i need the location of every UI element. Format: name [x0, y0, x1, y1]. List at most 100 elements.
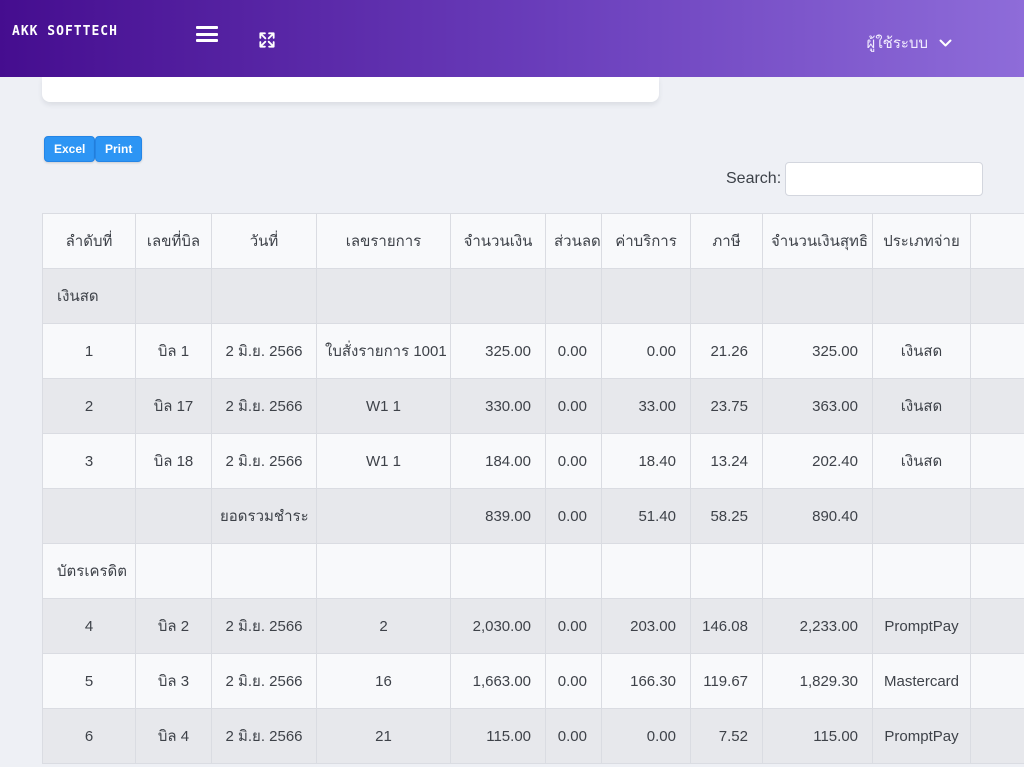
- user-menu-label: ผู้ใช้ระบบ: [866, 35, 928, 52]
- column-header[interactable]: ส่วนลด: [545, 213, 602, 269]
- column-header[interactable]: จำนวนเงินสุทธิ: [762, 213, 873, 269]
- table-cell: [762, 268, 873, 324]
- table-cell: 2 มิ.ย. 2566: [211, 433, 317, 489]
- table-cell: [970, 708, 1024, 764]
- column-header[interactable]: ภาษี: [690, 213, 763, 269]
- table-cell: 115.00: [762, 708, 873, 764]
- chevron-down-icon: [939, 39, 952, 47]
- brand-logo[interactable]: AKK SOFTTECH: [12, 24, 118, 39]
- table-cell: PromptPay: [872, 708, 971, 764]
- table-cell: [545, 543, 602, 599]
- table-cell: 5: [42, 653, 136, 709]
- table-cell: [872, 488, 971, 544]
- report-table-container: ลำดับที่ เลขที่บิล วันที่ เลขรายการ จำนวนเงิ…: [42, 213, 1024, 764]
- table-cell: [970, 543, 1024, 599]
- table-cell: [545, 268, 602, 324]
- table-cell: ใบสั่งรายการ 1001: [316, 323, 451, 379]
- top-card: [42, 77, 659, 102]
- topbar: AKK SOFTTECH ผู้ใช้ระบบ: [0, 0, 1024, 77]
- table-cell: เงินสด: [872, 433, 971, 489]
- search-input[interactable]: [785, 162, 983, 196]
- table-cell: 330.00: [450, 378, 546, 434]
- table-cell: [970, 378, 1024, 434]
- hamburger-icon: [196, 32, 218, 36]
- column-header[interactable]: จำนวนเงิน: [450, 213, 546, 269]
- table-cell: 325.00: [762, 323, 873, 379]
- table-cell: 203.00: [601, 598, 691, 654]
- table-cell: [970, 268, 1024, 324]
- table-cell: [450, 543, 546, 599]
- table-cell: 4: [42, 598, 136, 654]
- table-cell: 0.00: [601, 708, 691, 764]
- column-header[interactable]: ลำดับที่: [42, 213, 136, 269]
- table-cell: 839.00: [450, 488, 546, 544]
- column-header[interactable]: ค่าบริการ: [601, 213, 691, 269]
- table-cell: W1 1: [316, 378, 451, 434]
- table-cell: บิล 3: [135, 653, 212, 709]
- user-menu[interactable]: ผู้ใช้ระบบ: [867, 31, 952, 55]
- table-cell: 0.00: [545, 708, 602, 764]
- table-cell: บิล 1: [135, 323, 212, 379]
- table-cell: [316, 488, 451, 544]
- fullscreen-button[interactable]: [257, 30, 277, 50]
- table-cell: [601, 543, 691, 599]
- table-cell: 202.40: [762, 433, 873, 489]
- table-cell: 166.30: [601, 653, 691, 709]
- excel-button[interactable]: Excel: [44, 136, 96, 162]
- print-button[interactable]: Print: [95, 136, 143, 162]
- column-header[interactable]: เลขที่บิล: [135, 213, 212, 269]
- table-cell: [970, 433, 1024, 489]
- expand-arrows-icon: [259, 32, 275, 48]
- table-cell: [135, 268, 212, 324]
- table-cell: 363.00: [762, 378, 873, 434]
- table-cell: 0.00: [545, 653, 602, 709]
- menu-button[interactable]: [196, 26, 218, 42]
- table-cell: 184.00: [450, 433, 546, 489]
- table-cell: บิล 4: [135, 708, 212, 764]
- table-cell: 0.00: [545, 433, 602, 489]
- table-cell: 325.00: [450, 323, 546, 379]
- table-row-group: เงินสด: [42, 268, 1024, 324]
- table-cell: [690, 543, 763, 599]
- table-cell: ยอดรวมชำระ: [211, 488, 317, 544]
- table-cell: 115.00: [450, 708, 546, 764]
- search-label: Search:: [726, 170, 782, 187]
- hamburger-icon: [196, 39, 218, 42]
- table-cell: [211, 543, 317, 599]
- column-header[interactable]: [970, 213, 1024, 269]
- table-cell: [316, 543, 451, 599]
- table-cell: เงินสด: [42, 268, 136, 324]
- table-cell: 58.25: [690, 488, 763, 544]
- table-cell: Mastercard: [872, 653, 971, 709]
- table-cell: 119.67: [690, 653, 763, 709]
- table-cell: 13.24: [690, 433, 763, 489]
- table-row-group: บัตรเครดิต: [42, 543, 1024, 599]
- table-cell: [450, 268, 546, 324]
- table-cell: เงินสด: [872, 378, 971, 434]
- table-cell: บิล 18: [135, 433, 212, 489]
- table-cell: [872, 543, 971, 599]
- table-cell: 2 มิ.ย. 2566: [211, 653, 317, 709]
- column-header[interactable]: ประเภทจ่าย: [872, 213, 971, 269]
- table-cell: [872, 268, 971, 324]
- table-cell: เงินสด: [872, 323, 971, 379]
- table-cell: PromptPay: [872, 598, 971, 654]
- table-cell: 33.00: [601, 378, 691, 434]
- column-header[interactable]: วันที่: [211, 213, 317, 269]
- table-cell: 2 มิ.ย. 2566: [211, 378, 317, 434]
- table-cell: 2,030.00: [450, 598, 546, 654]
- table-cell: 0.00: [545, 488, 602, 544]
- table-cell: [970, 598, 1024, 654]
- table-cell: [970, 323, 1024, 379]
- table-cell: W1 1: [316, 433, 451, 489]
- table-cell: [601, 268, 691, 324]
- table-cell: 6: [42, 708, 136, 764]
- table-cell: [762, 543, 873, 599]
- table-cell: [316, 268, 451, 324]
- column-header[interactable]: เลขรายการ: [316, 213, 451, 269]
- table-cell: 21.26: [690, 323, 763, 379]
- table-cell: บัตรเครดิต: [42, 543, 136, 599]
